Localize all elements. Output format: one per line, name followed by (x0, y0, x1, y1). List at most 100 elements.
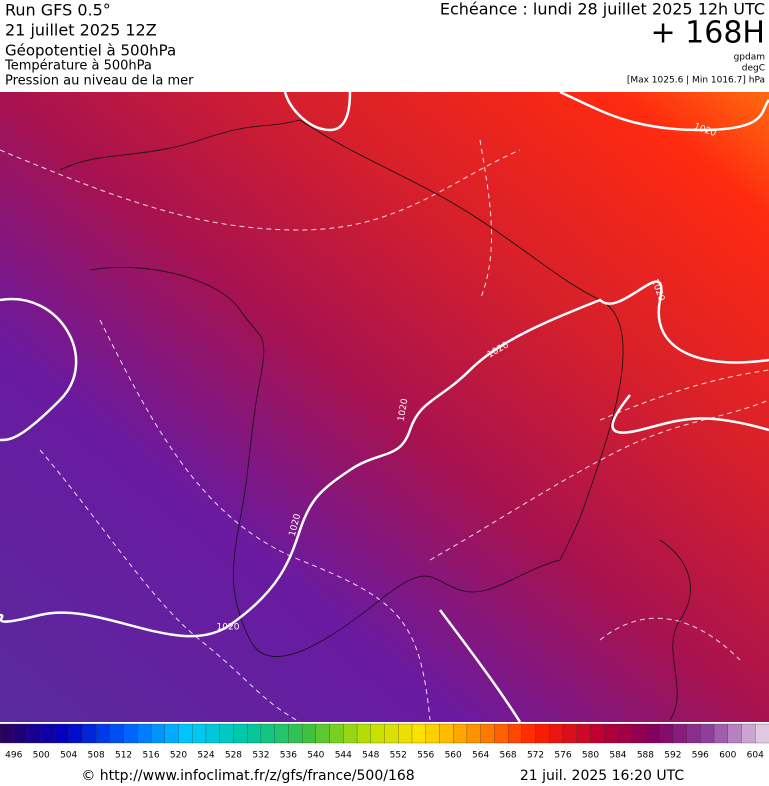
subtitle: Température à 500hPa (4, 59, 152, 74)
unit: degC (742, 64, 765, 74)
colorbar-label: 544 (335, 751, 352, 761)
colorbar-swatch (439, 723, 454, 744)
colorbar-label: 600 (719, 751, 736, 761)
colorbar-swatch (700, 723, 715, 744)
colorbar-label: 596 (692, 751, 709, 761)
colorbar-swatch (205, 723, 221, 744)
colorbar-label: 520 (170, 751, 187, 761)
colorbar-swatch (411, 723, 427, 744)
colorbar-swatch (741, 723, 756, 744)
colorbar-swatch (453, 723, 468, 744)
subtitle: Pression au niveau de la mer (5, 74, 194, 89)
colorbar-swatch (576, 723, 592, 744)
unit: gpdam (734, 53, 765, 63)
run-date: 21 juillet 2025 12Z (5, 21, 157, 40)
colorbar-swatch (95, 723, 111, 744)
colorbar-swatch (301, 723, 317, 744)
colorbar-swatch (82, 723, 97, 744)
colorbar-swatch (425, 723, 441, 744)
colorbar-label: 496 (5, 751, 22, 761)
colorbar-swatch (260, 723, 276, 744)
colorbar-swatch (123, 723, 138, 744)
run: Run GFS 0.5° (5, 1, 111, 20)
colorbar-swatch (219, 723, 235, 744)
map-background (0, 92, 769, 722)
colorbar-swatch (466, 723, 482, 744)
colorbar-label: 576 (554, 751, 571, 761)
colorbar-label: 512 (115, 751, 132, 761)
colorbar-label: 584 (609, 751, 626, 761)
colorbar-swatch (549, 723, 564, 744)
colorbar-swatch (727, 723, 743, 744)
colorbar-swatch (356, 723, 372, 744)
colorbar-swatch (192, 723, 207, 744)
colorbar-swatch (13, 723, 29, 744)
colorbar-swatch (713, 723, 729, 744)
colorbar-swatch (41, 723, 56, 744)
colorbar-label: 580 (582, 751, 599, 761)
colorbar-label: 572 (527, 751, 544, 761)
colorbar-swatch (755, 723, 769, 744)
colorbar-swatch (384, 723, 399, 744)
colorbar-swatch (315, 723, 331, 744)
generated-date: 21 juil. 2025 16:20 UTC (520, 768, 685, 784)
colorbar-swatch (137, 723, 152, 744)
valid-time: Echéance : lundi 28 juillet 2025 12h UTC (440, 0, 765, 19)
colorbar-swatch (150, 723, 166, 744)
coastlines (59, 119, 691, 721)
colorbar-swatch (494, 723, 509, 744)
colorbar-swatch (480, 723, 496, 744)
colorbar-swatch (562, 723, 578, 744)
colorbar-swatch (604, 723, 619, 744)
colorbar-label: 500 (33, 751, 50, 761)
colorbar-label: 588 (637, 751, 654, 761)
colorbar-swatch (164, 723, 180, 744)
isobar-label: 1020 (397, 398, 411, 423)
colorbar-label: 524 (197, 751, 214, 761)
colorbar-swatch (535, 723, 550, 744)
colorbar-swatch (672, 723, 688, 744)
colorbar-label: 560 (445, 751, 462, 761)
colorbar-swatch (288, 723, 303, 744)
isobar-label: 1020 (217, 623, 240, 633)
colorbar-swatch (54, 723, 70, 744)
colorbar-label: 592 (664, 751, 681, 761)
colorbar-swatch (233, 723, 248, 744)
colorbar-swatch (370, 723, 386, 744)
title: Géopotentiel à 500hPa (5, 42, 176, 60)
colorbar-swatch (68, 723, 84, 744)
colorbar-swatch (329, 723, 344, 744)
colorbar-swatch (631, 723, 647, 744)
colorbar-swatch (521, 723, 537, 744)
source: © http://www.infoclimat.fr/z/gfs/france/… (81, 768, 414, 784)
colorbar-swatch (645, 723, 660, 744)
colorbar-label: 556 (417, 751, 434, 761)
colorbar-label: 532 (252, 751, 269, 761)
colorbar-label: 552 (390, 751, 407, 761)
colorbar-swatch (343, 723, 358, 744)
colorbar-swatch (0, 723, 15, 744)
colorbar-label: 516 (142, 751, 159, 761)
colorbar-swatch (274, 723, 290, 744)
colorbar-swatch (507, 723, 523, 744)
colorbar-swatch (590, 723, 605, 744)
colorbar: 496 500 504 508 512 516 520 524 528 532 536 540 544 5… (0, 723, 769, 761)
isobars (0, 90, 769, 723)
pressure-range: [Max 1025.6 | Min 1016.7] hPa (627, 76, 765, 86)
colorbar-swatch (686, 723, 701, 744)
colorbar-label: 536 (280, 751, 297, 761)
lead-time: + 168H (651, 16, 766, 51)
colorbar-label: 504 (60, 751, 77, 761)
colorbar-label: 540 (307, 751, 324, 761)
colorbar-label: 508 (88, 751, 105, 761)
colorbar-label: 604 (747, 751, 764, 761)
colorbar-swatch (178, 723, 193, 744)
colorbar-swatch (398, 723, 413, 744)
colorbar-label: 568 (499, 751, 516, 761)
colorbar-label: 548 (362, 751, 379, 761)
colorbar-swatch (27, 723, 42, 744)
colorbar-swatch (109, 723, 125, 744)
colorbar-label: 528 (225, 751, 242, 761)
